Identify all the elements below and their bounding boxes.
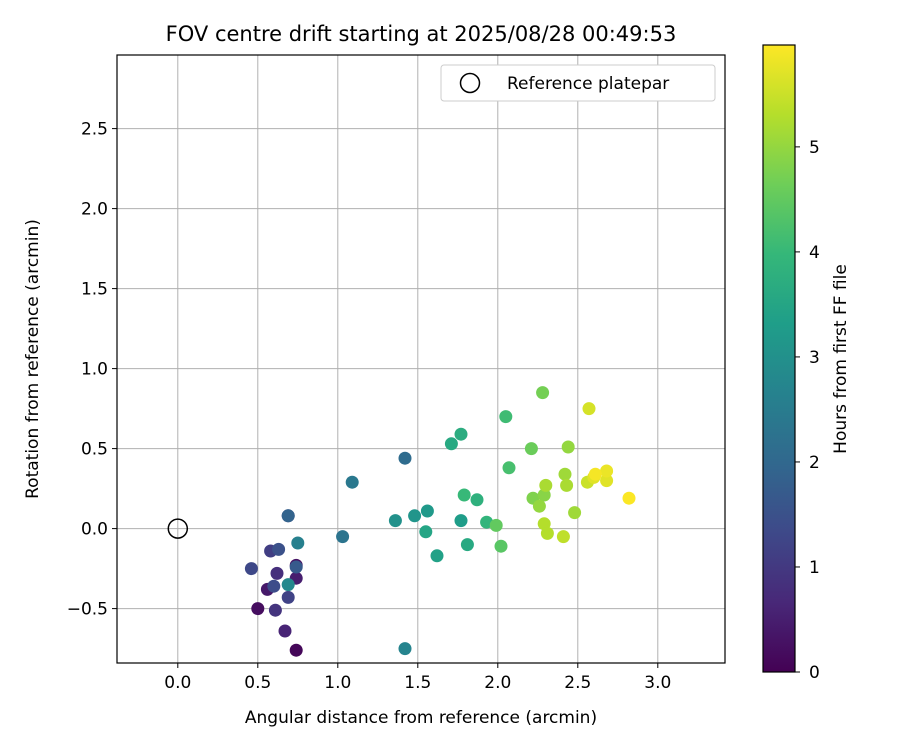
data-point	[556, 530, 570, 544]
data-point	[278, 624, 292, 638]
data-point	[502, 461, 516, 475]
legend: Reference platepar	[440, 64, 716, 102]
colorbar-tick-label: 4	[809, 243, 820, 263]
data-point	[281, 509, 295, 523]
data-point	[454, 427, 468, 441]
y-tick-label: −0.5	[67, 600, 108, 620]
colorbar-gradient	[762, 44, 796, 673]
data-point	[267, 579, 281, 593]
y-tick-label: 1.5	[81, 280, 108, 300]
colorbar-tick-label: 1	[809, 558, 820, 578]
colorbar-tick-label: 2	[809, 453, 820, 473]
data-point	[244, 562, 258, 576]
data-point	[336, 530, 350, 544]
data-point	[289, 560, 303, 574]
data-point	[470, 493, 484, 507]
y-axis-ticks: −0.5 0.0 0.5 1.0 1.5 2.0 2.5	[67, 120, 117, 620]
data-point	[388, 514, 402, 528]
x-tick-label: 2.5	[564, 673, 591, 693]
data-point	[582, 402, 596, 416]
data-point	[560, 478, 574, 492]
data-point	[532, 499, 546, 513]
data-point	[398, 451, 412, 465]
data-point	[499, 410, 513, 424]
data-point	[494, 539, 508, 553]
x-tick-label: 0.5	[244, 673, 271, 693]
plot-frame	[116, 54, 726, 664]
data-point	[345, 475, 359, 489]
data-point	[460, 538, 474, 552]
colorbar-label: Hours from first FF file	[831, 264, 851, 454]
data-point	[558, 467, 572, 481]
data-point	[568, 506, 582, 520]
data-point	[398, 642, 412, 656]
x-tick-label: 1.5	[404, 673, 431, 693]
data-point	[281, 578, 295, 592]
data-point	[419, 525, 433, 539]
data-point	[281, 590, 295, 604]
data-point	[588, 467, 602, 481]
data-point	[489, 518, 503, 532]
chart-title: FOV centre drift starting at 2025/08/28 …	[166, 22, 677, 46]
data-point	[408, 509, 422, 523]
data-point	[539, 478, 553, 492]
legend-box	[440, 64, 716, 102]
colorbar-tick-label: 5	[809, 138, 820, 158]
y-tick-label: 2.0	[81, 200, 108, 220]
data-point	[524, 442, 538, 456]
data-point	[430, 549, 444, 563]
data-point	[600, 474, 614, 488]
colorbar-ticks: 0 1 2 3 4 5	[795, 138, 820, 683]
data-point	[537, 488, 551, 502]
data-point	[561, 440, 575, 454]
grid	[117, 55, 725, 663]
data-point	[420, 504, 434, 518]
y-axis-label: Rotation from reference (arcmin)	[23, 219, 43, 499]
y-tick-label: 1.0	[81, 360, 108, 380]
data-point	[251, 602, 265, 616]
data-point	[540, 526, 554, 540]
data-point	[291, 536, 305, 550]
data-point	[454, 514, 468, 528]
data-point	[272, 542, 286, 556]
data-point	[270, 566, 284, 580]
x-tick-label: 3.0	[644, 673, 671, 693]
colorbar-tick-label: 0	[809, 663, 820, 683]
y-tick-label: 0.0	[81, 520, 108, 540]
y-tick-label: 2.5	[81, 120, 108, 140]
y-tick-label: 0.5	[81, 440, 108, 460]
colorbar: 0 1 2 3 4 5 Hours from first FF file	[762, 44, 851, 683]
data-point	[268, 603, 282, 617]
data-point	[457, 488, 471, 502]
scatter-points	[244, 386, 636, 657]
reference-marker-layer	[167, 518, 189, 539]
x-axis-ticks: 0.0 0.5 1.0 1.5 2.0 2.5 3.0	[164, 663, 671, 693]
data-point	[622, 491, 636, 505]
colorbar-tick-label: 3	[809, 348, 820, 368]
data-point	[444, 437, 458, 451]
x-axis-label: Angular distance from reference (arcmin)	[245, 708, 597, 728]
x-tick-label: 0.0	[164, 673, 191, 693]
x-tick-label: 1.0	[324, 673, 351, 693]
reference-platepar-marker	[167, 518, 189, 539]
legend-reference-marker	[459, 72, 481, 94]
data-point	[289, 643, 303, 657]
legend-entry-reference: Reference platepar	[507, 74, 669, 94]
data-point	[600, 464, 614, 478]
x-tick-label: 2.0	[484, 673, 511, 693]
data-point	[536, 386, 550, 400]
